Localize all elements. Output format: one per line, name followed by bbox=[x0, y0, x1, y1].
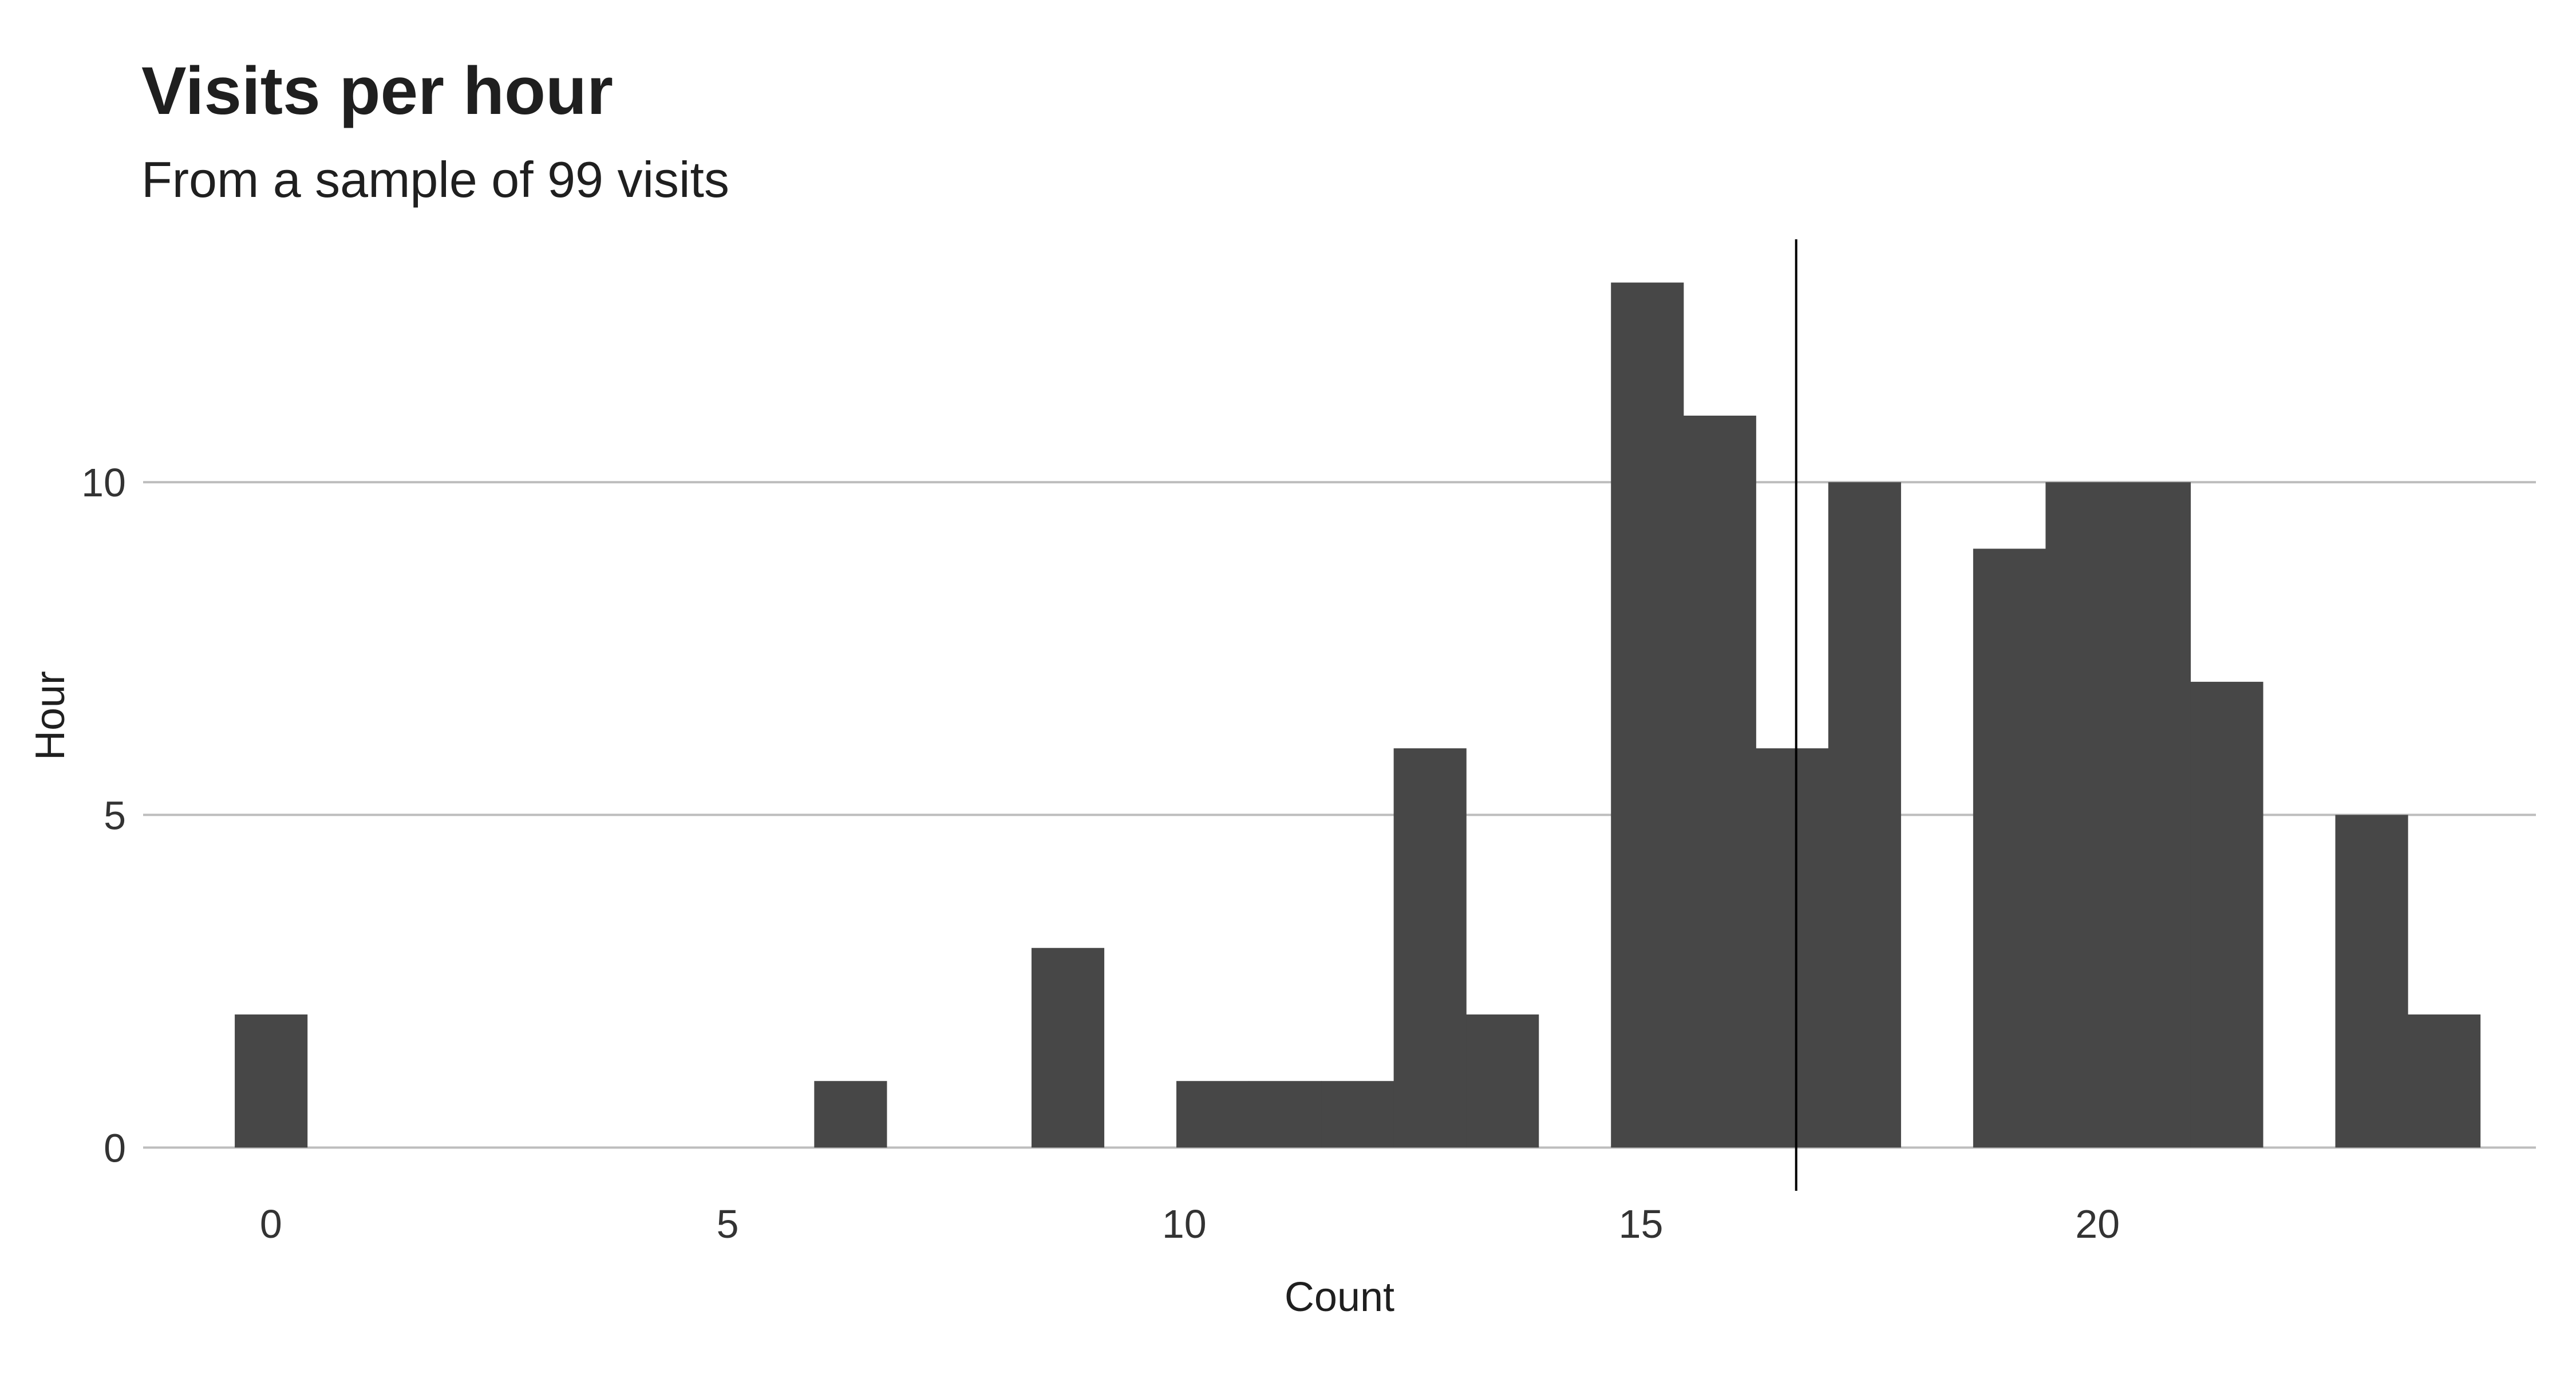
histogram-bar bbox=[814, 1081, 887, 1148]
x-tick-label: 20 bbox=[2075, 1202, 2120, 1246]
y-tick-label: 5 bbox=[104, 793, 126, 838]
histogram-bar bbox=[1611, 282, 1684, 1148]
bars bbox=[235, 282, 2481, 1148]
histogram-bar bbox=[2335, 815, 2408, 1148]
histogram-bar bbox=[1828, 482, 1901, 1148]
histogram-bar bbox=[1176, 1081, 1250, 1148]
histogram-bar bbox=[1031, 947, 1105, 1148]
x-axis-title: Count bbox=[1285, 1274, 1394, 1320]
x-tick-label: 0 bbox=[260, 1202, 282, 1246]
histogram-bar bbox=[1393, 748, 1467, 1148]
histogram-bar bbox=[1466, 1014, 1539, 1148]
y-axis-title: Hour bbox=[27, 671, 73, 760]
y-tick-label: 10 bbox=[81, 460, 126, 505]
histogram-bar bbox=[1973, 548, 2046, 1148]
y-tick-labels: 0 5 10 bbox=[81, 460, 126, 1170]
histogram-bar bbox=[235, 1014, 308, 1148]
x-tick-label: 15 bbox=[1619, 1202, 1664, 1246]
histogram-bar bbox=[1321, 1081, 1394, 1148]
x-tick-label: 5 bbox=[717, 1202, 739, 1246]
x-tick-labels: 0 5 10 15 20 bbox=[260, 1202, 2120, 1246]
histogram-bar bbox=[1249, 1081, 1322, 1148]
x-tick-label: 10 bbox=[1162, 1202, 1207, 1246]
histogram-bar bbox=[2408, 1014, 2481, 1148]
histogram-bar bbox=[2117, 482, 2191, 1148]
histogram-bar bbox=[2045, 482, 2119, 1148]
chart-title: Visits per hour bbox=[141, 53, 614, 129]
chart-subtitle: From a sample of 99 visits bbox=[141, 151, 729, 208]
y-tick-label: 0 bbox=[104, 1126, 126, 1170]
histogram-bar bbox=[2190, 681, 2263, 1148]
histogram-bar bbox=[1683, 415, 1756, 1148]
histogram-bar bbox=[1756, 748, 1829, 1148]
